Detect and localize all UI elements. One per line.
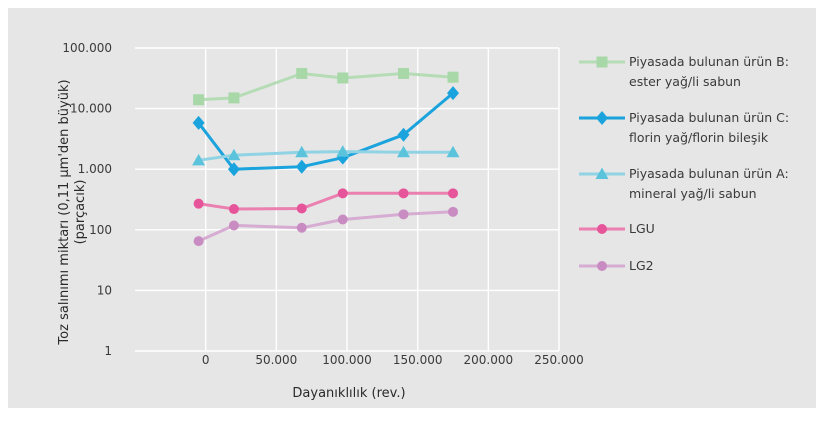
data-point — [398, 209, 409, 220]
data-point — [295, 145, 309, 158]
gridlines — [135, 47, 560, 352]
series-line — [197, 91, 454, 171]
data-point — [337, 188, 348, 199]
legend-item-2: Piyasada bulunan ürün C: florin yağ/flori… — [579, 110, 789, 145]
x-tick-label: 0 — [202, 353, 210, 367]
legend-swatch-marker — [596, 56, 608, 68]
data-point — [397, 145, 411, 158]
data-point — [193, 198, 204, 209]
data-point — [447, 71, 459, 83]
y-tick-label: 10.000 — [70, 102, 112, 116]
legend-label: Piyasada bulunan ürün C: — [629, 110, 789, 125]
legend-label: mineral yağ/li sabun — [629, 186, 757, 201]
legend-swatch-marker — [595, 167, 609, 179]
y-tick-label: 1 — [104, 344, 112, 358]
y-axis-ticks: 100.000 10.000 1.000 100 10 1 — [62, 41, 112, 358]
series-line — [198, 191, 453, 211]
y-axis-title-unit: (parçacık) — [73, 180, 88, 245]
data-point — [296, 203, 307, 214]
legend-label: florin yağ/florin bileşik — [629, 130, 769, 145]
legend-item-3: Piyasada bulunan ürün A: mineral yağ/li s… — [579, 166, 789, 201]
series-line — [197, 210, 454, 243]
x-tick-label: 100.000 — [322, 353, 372, 367]
x-tick-label: 150.000 — [393, 353, 443, 367]
data-point — [336, 145, 350, 157]
y-tick-label: 1.000 — [78, 162, 112, 176]
y-tick-label: 10 — [97, 283, 112, 297]
series-3 — [192, 145, 460, 166]
data-point — [398, 67, 410, 79]
data-point — [296, 222, 307, 233]
legend-label: Piyasada bulunan ürün B: — [629, 54, 789, 69]
legend-label: ester yağ/li sabun — [629, 74, 741, 89]
data-point — [398, 188, 409, 199]
data-point — [448, 206, 458, 217]
y-axis-title: Toz salınımı miktarı (0,11 µm'den büyük) — [57, 79, 72, 345]
legend-label: LGU — [629, 221, 655, 236]
x-tick-label: 200.000 — [464, 353, 514, 367]
data-point — [296, 67, 308, 79]
legend-swatch-marker — [597, 261, 607, 271]
x-axis-ticks: 0 50.000 100.000 150.000 200.000 250.000 — [202, 353, 584, 367]
legend: Piyasada bulunan ürün B: ester yağ/li sab… — [579, 54, 789, 273]
data-point — [228, 204, 239, 215]
y-tick-label: 100.000 — [62, 41, 112, 55]
data-point — [337, 72, 349, 84]
legend-item-5: LG2 — [579, 258, 654, 273]
data-point — [227, 148, 241, 161]
data-point — [193, 236, 204, 247]
data-point — [448, 188, 458, 199]
data-point — [227, 162, 240, 177]
series-5 — [193, 206, 458, 247]
data-point — [337, 214, 348, 225]
data-point — [193, 94, 205, 106]
series-layer — [192, 67, 460, 247]
series-4 — [193, 188, 458, 215]
legend-label: LG2 — [629, 258, 654, 273]
legend-item-1: Piyasada bulunan ürün B: ester yağ/li sab… — [579, 54, 789, 89]
data-point — [228, 92, 240, 104]
data-point — [447, 86, 459, 101]
series-line — [198, 150, 453, 162]
x-axis-title: Dayanıklılık (rev.) — [292, 386, 405, 401]
data-point — [228, 220, 239, 231]
legend-swatch-marker — [596, 111, 608, 125]
legend-swatch-marker — [597, 224, 607, 234]
data-point — [192, 115, 205, 130]
data-point — [192, 153, 206, 166]
legend-label: Piyasada bulunan ürün A: — [629, 166, 789, 181]
series-1 — [193, 67, 459, 106]
y-tick-label: 100 — [89, 223, 112, 237]
data-point — [446, 145, 460, 158]
data-point — [397, 127, 410, 142]
series-line — [198, 72, 454, 102]
data-point — [295, 159, 308, 174]
x-tick-label: 50.000 — [255, 353, 297, 367]
x-tick-label: 250.000 — [534, 353, 584, 367]
legend-item-4: LGU — [579, 221, 655, 236]
